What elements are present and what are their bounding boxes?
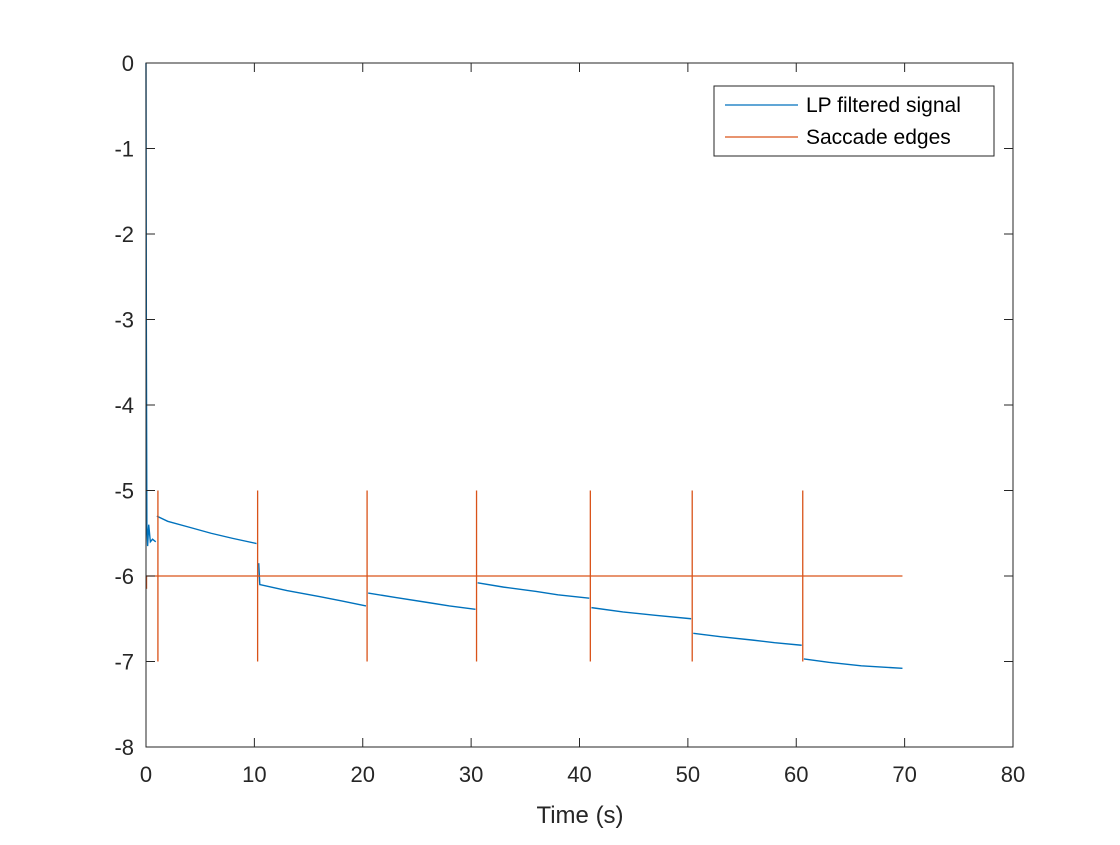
y-tick-label: -6 bbox=[114, 564, 134, 589]
signal-line-segment bbox=[156, 515, 257, 545]
signal-line-segment bbox=[693, 632, 802, 646]
plot-area bbox=[146, 63, 1013, 747]
signal-line-segment bbox=[591, 606, 692, 620]
y-tick-label: -1 bbox=[114, 137, 134, 162]
signal-line-segment bbox=[803, 658, 903, 670]
y-tick-label: -2 bbox=[114, 222, 134, 247]
y-tick-label: -8 bbox=[114, 735, 134, 760]
x-tick-label: 40 bbox=[567, 762, 591, 787]
x-tick-label: 30 bbox=[459, 762, 483, 787]
x-tick-label: 0 bbox=[140, 762, 152, 787]
x-tick-label: 50 bbox=[676, 762, 700, 787]
signal-line-segment bbox=[258, 563, 367, 607]
y-tick-label: 0 bbox=[122, 51, 134, 76]
x-tick-label: 20 bbox=[351, 762, 375, 787]
x-tick-label: 80 bbox=[1001, 762, 1025, 787]
signal-line-segment bbox=[477, 582, 590, 599]
legend-box bbox=[713, 85, 995, 157]
legend-label-lp-filtered-signal: LP filtered signal bbox=[806, 94, 961, 117]
y-tick-label: -3 bbox=[114, 308, 134, 333]
x-tick-label: 70 bbox=[892, 762, 916, 787]
legend-label-saccade-edges: Saccade edges bbox=[806, 126, 951, 149]
legend: LP filtered signal Saccade edges bbox=[713, 85, 995, 157]
y-tick-label: -5 bbox=[114, 479, 134, 504]
series-layer bbox=[145, 62, 903, 670]
y-tick-label: -4 bbox=[114, 393, 134, 418]
y-tick-label: -7 bbox=[114, 650, 134, 675]
x-axis-title: Time (s) bbox=[536, 802, 623, 829]
tick-layer: 0 10 20 30 40 50 60 70 80 0 -1 -2 -3 -4 -5 -6 -7 -8 bbox=[114, 51, 1025, 787]
signal-line-segment bbox=[368, 592, 476, 611]
x-tick-label: 60 bbox=[784, 762, 808, 787]
x-tick-label: 10 bbox=[242, 762, 266, 787]
